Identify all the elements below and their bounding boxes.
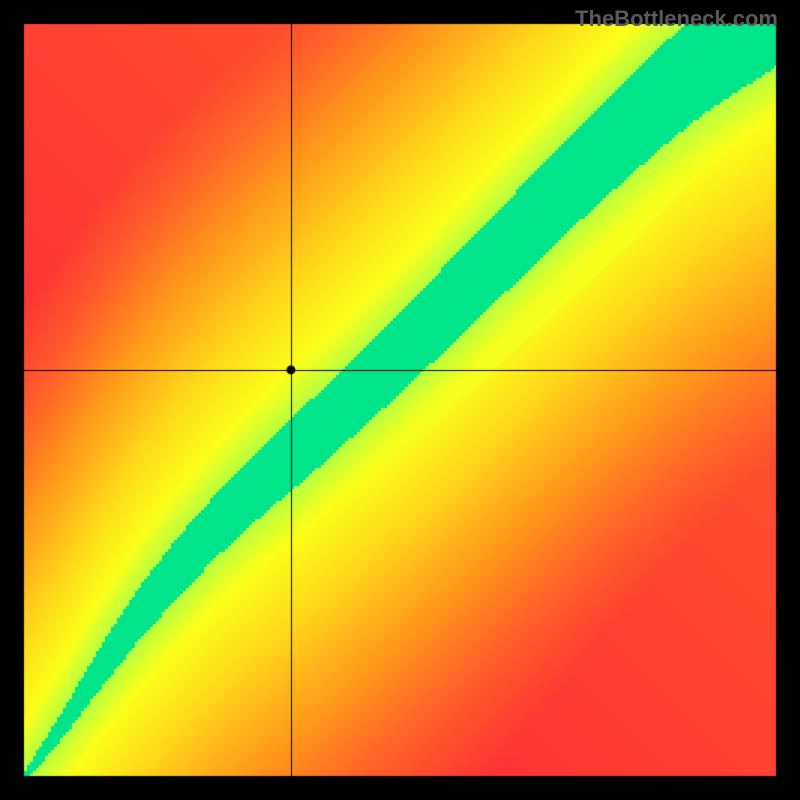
chart-container: { "watermark": { "text": "TheBottleneck.… xyxy=(0,0,800,800)
bottleneck-heatmap-canvas xyxy=(0,0,800,800)
watermark-text: TheBottleneck.com xyxy=(575,6,778,32)
